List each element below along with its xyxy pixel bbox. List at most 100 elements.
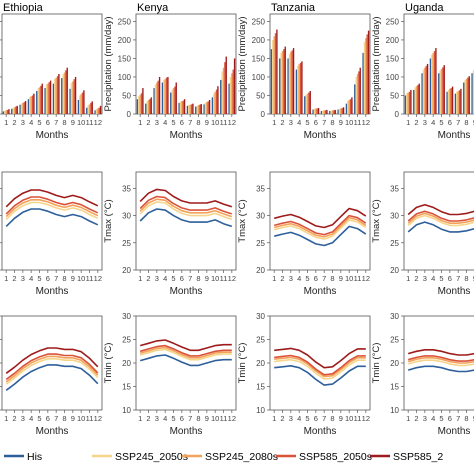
plot-area — [2, 67, 102, 114]
x-tick-label: 9 — [339, 414, 343, 423]
x-tick-label: 10 — [345, 118, 353, 127]
bar-SSP245_2080s-m3 — [424, 67, 426, 114]
bar-SSP245_2050s-m5 — [37, 88, 39, 114]
line-SSP245_2080s — [5, 355, 99, 383]
bar-SSP245_2050s-m4 — [163, 79, 165, 114]
y-tick-label: 100 — [252, 73, 266, 82]
chart-panels: 1 2 3 4 5 6 7 8 9 10 11 12MonthsEthiopia05010015020… — [0, 2, 474, 437]
y-tick-label: 30 — [390, 312, 399, 321]
bar-SSP245_2080s-m12 — [97, 108, 99, 114]
bar-SSP245_2050s-m5 — [305, 94, 307, 114]
y-tick-label: 25 — [256, 239, 265, 248]
panel-frame — [269, 171, 371, 271]
plot-area — [407, 203, 474, 233]
line-SSP245_2050s — [274, 358, 366, 380]
x-tick-label: 5 — [439, 274, 443, 283]
bar-SSP245_2050s-m5 — [439, 70, 441, 114]
x-tick-label: 6 — [180, 274, 184, 283]
x-tick-label: 1 — [4, 414, 8, 423]
line-SSP245_2050s — [5, 357, 99, 385]
bar-His-m8 — [61, 78, 63, 114]
line-SSP245_2080s — [407, 212, 474, 224]
y-tick-label: 0 — [261, 110, 266, 119]
plot-area — [139, 188, 233, 228]
bar-SSP585_2050s-m5 — [174, 86, 176, 114]
line-SSP585_2080s — [139, 188, 233, 208]
bar-SSP585_2050s-m6 — [316, 108, 318, 114]
y-axis-label: Tmin (°C) — [237, 343, 248, 384]
bar-SSP245_2080s-m3 — [22, 102, 24, 114]
x-tick-label: 3 — [289, 118, 293, 127]
bar-SSP585_2050s-m2 — [283, 49, 285, 114]
plot-area — [270, 29, 370, 114]
x-tick-label: 2 — [414, 414, 418, 423]
x-tick-label: 8 — [464, 118, 468, 127]
x-axis-label: Months — [438, 426, 471, 437]
bar-SSP585_2080s-m7 — [192, 103, 194, 114]
line-SSP245_2080s — [139, 346, 232, 359]
bar-SSP585_2050s-m4 — [433, 51, 436, 114]
bar-SSP245_2080s-m5 — [306, 93, 309, 114]
y-tick-label: 250 — [252, 17, 266, 26]
x-tick-label: 8 — [196, 118, 200, 127]
x-axis-label: Months — [438, 130, 471, 141]
panel-title: Uganda — [405, 2, 444, 14]
x-tick-label: 5 — [305, 274, 309, 283]
x-tick-label: 4 — [163, 274, 167, 283]
bar-SSP245_2050s-m4 — [29, 96, 31, 114]
x-tick-label: 8 — [62, 118, 66, 127]
y-axis-label: Tmax (°C) — [103, 199, 114, 242]
bar-SSP245_2050s-m8 — [330, 110, 332, 114]
y-tick-label: 150 — [386, 54, 400, 63]
bar-His-m5 — [304, 96, 306, 114]
x-tick-label: 8 — [196, 414, 200, 423]
bar-SSP245_2050s-m2 — [280, 52, 282, 114]
x-tick-label: 9 — [71, 118, 75, 127]
line-His — [5, 364, 99, 391]
bar-SSP245_2080s-m9 — [340, 108, 342, 114]
bar-SSP245_2080s-m7 — [323, 110, 325, 114]
x-tick-label: 4 — [29, 118, 33, 127]
x-axis-label: Months — [170, 426, 203, 437]
bar-SSP245_2050s-m3 — [20, 103, 23, 114]
x-tick-label: 8 — [62, 274, 66, 283]
plot-area — [273, 207, 367, 247]
legend-label: SSP585_2050s — [299, 451, 372, 463]
x-tick-label: 1 — [138, 414, 142, 423]
x-tick-label: 6 — [448, 414, 452, 423]
x-tick-label: 9 — [71, 414, 75, 423]
bar-His-m12 — [362, 52, 364, 114]
y-tick-label: 25 — [390, 239, 399, 248]
bar-His-m2 — [11, 108, 13, 114]
bar-SSP585_2080s-m5 — [443, 65, 445, 114]
x-tick-label: 5 — [37, 274, 41, 283]
bar-His-m1 — [270, 49, 273, 114]
bar-His-m11 — [220, 79, 222, 114]
bar-SSP245_2050s-m7 — [54, 78, 56, 114]
bar-SSP585_2080s-m2 — [150, 97, 152, 114]
legend-item-SSP585_2080s: SSP585_2 — [370, 451, 443, 463]
bar-His-m11 — [354, 84, 356, 114]
x-tick-label: 9 — [205, 414, 209, 423]
x-tick-label: 11 — [86, 118, 94, 127]
x-tick-label: 9 — [473, 118, 474, 127]
legend-label: SSP585_2 — [393, 451, 443, 463]
line-SSP585_2080s — [273, 207, 367, 229]
chart-legend: His SSP245_2050s SSP245_2080s SSP585_2050s S… — [4, 451, 443, 463]
bar-SSP585_2050s-m4 — [165, 77, 168, 114]
x-tick-label: 4 — [29, 414, 33, 423]
bar-SSP585_2050s-m3 — [157, 80, 159, 114]
bar-SSP245_2080s-m7 — [189, 104, 191, 114]
x-axis-label: Months — [36, 130, 69, 141]
bar-SSP245_2050s-m12 — [229, 76, 232, 114]
bar-SSP245_2080s-m1 — [5, 110, 7, 114]
y-tick-label: 100 — [386, 73, 400, 82]
x-tick-label: 6 — [46, 414, 50, 423]
x-tick-label: 12 — [228, 274, 236, 283]
bar-SSP245_2080s-m10 — [214, 91, 216, 114]
x-axis-label: Months — [36, 426, 69, 437]
